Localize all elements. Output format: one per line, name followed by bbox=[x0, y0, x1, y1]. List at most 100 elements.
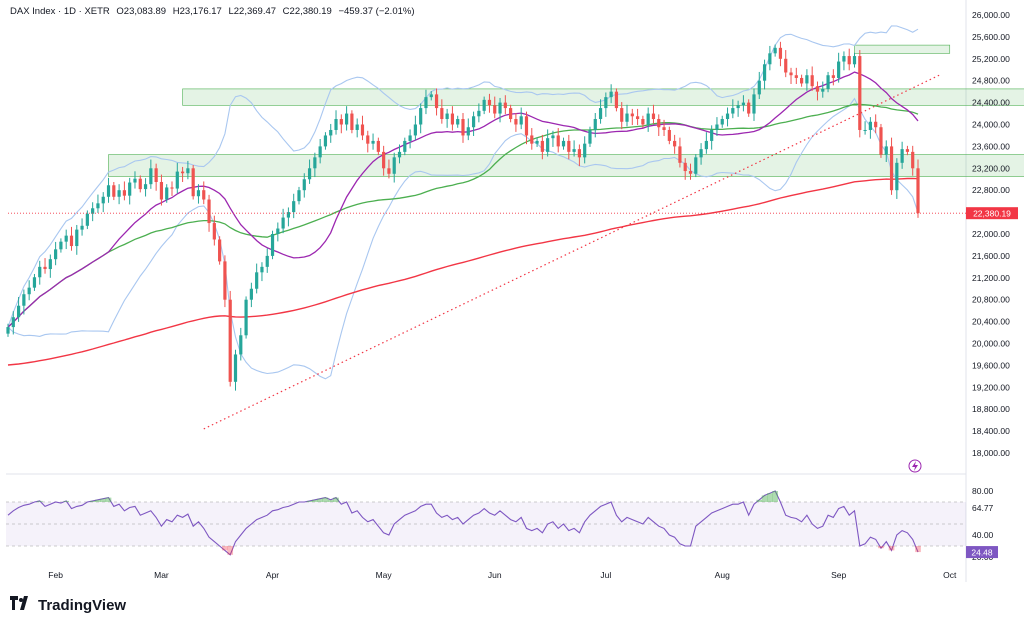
candle-body bbox=[768, 53, 772, 65]
candle-body bbox=[747, 102, 751, 114]
candle-body bbox=[487, 99, 492, 106]
candle-body bbox=[609, 91, 613, 98]
candle-body bbox=[276, 228, 280, 234]
candle-body bbox=[852, 56, 857, 65]
last-price-label: 22,380.19 bbox=[973, 209, 1011, 219]
price-tick-label: 24,400.00 bbox=[972, 98, 1010, 108]
candle-body bbox=[149, 168, 153, 185]
candle-body bbox=[794, 75, 798, 78]
candle-body bbox=[419, 108, 423, 125]
tradingview-logo-icon bbox=[10, 596, 32, 614]
rsi-tick-label: 40.00 bbox=[972, 530, 994, 540]
sma-20-line bbox=[7, 71, 919, 328]
candle-body bbox=[101, 196, 105, 204]
candle-body bbox=[535, 140, 539, 144]
rsi-tick-label: 80.00 bbox=[972, 486, 994, 496]
candle-body bbox=[233, 354, 238, 382]
candle-body bbox=[376, 140, 380, 152]
price-tick-label: 24,000.00 bbox=[972, 120, 1010, 130]
price-tick-label: 26,000.00 bbox=[972, 10, 1010, 20]
symbol-title[interactable]: DAX Index · 1D · XETR bbox=[10, 6, 110, 17]
candle-body bbox=[778, 47, 783, 59]
candle-body bbox=[366, 135, 370, 144]
candle-body bbox=[720, 119, 724, 125]
rsi-current-label: 24.48 bbox=[971, 548, 993, 558]
rsi-current-label-bg bbox=[966, 546, 998, 559]
candle-body bbox=[699, 149, 703, 158]
candle-body bbox=[270, 234, 275, 256]
candle-body bbox=[900, 149, 904, 163]
price-change: −459.37 (−2.01%) bbox=[338, 6, 415, 17]
bollinger-upper-line bbox=[7, 25, 919, 328]
price-tick-label: 18,000.00 bbox=[972, 448, 1010, 458]
candle-body bbox=[133, 178, 137, 183]
ema-200-line bbox=[7, 177, 919, 366]
candle-body bbox=[889, 146, 894, 191]
candle-body bbox=[297, 190, 301, 202]
time-tick-label: Jun bbox=[488, 570, 502, 580]
candle-body bbox=[27, 287, 31, 295]
candle-body bbox=[736, 105, 740, 109]
candle-body bbox=[59, 241, 63, 250]
candle-body bbox=[54, 249, 58, 260]
candle-body bbox=[91, 208, 95, 214]
lightning-icon-bolt bbox=[912, 461, 918, 471]
rsi-tick-label: 64.77 bbox=[972, 503, 994, 513]
candle-body bbox=[249, 288, 253, 300]
candle-body bbox=[11, 317, 15, 328]
candle-body bbox=[694, 157, 698, 174]
candle-body bbox=[598, 108, 603, 120]
candle-body bbox=[688, 171, 693, 174]
candle-body bbox=[752, 94, 756, 114]
price-tick-label: 23,200.00 bbox=[972, 163, 1010, 173]
tradingview-logo-text: TradingView bbox=[38, 596, 127, 614]
candle-body bbox=[69, 235, 74, 247]
sma-50-line bbox=[7, 103, 919, 328]
candle-body bbox=[434, 94, 439, 109]
candle-body bbox=[218, 239, 222, 262]
candle-body bbox=[223, 261, 227, 300]
candle-body bbox=[440, 108, 444, 120]
tradingview-logo[interactable]: TradingView bbox=[10, 596, 126, 614]
candle-body bbox=[800, 77, 804, 84]
candle-body bbox=[614, 91, 619, 109]
candle-body bbox=[323, 135, 328, 147]
candle-body bbox=[895, 162, 899, 191]
candle-body bbox=[498, 102, 502, 114]
candle-body bbox=[138, 178, 142, 190]
candle-body bbox=[493, 105, 497, 114]
last-price-label-bg bbox=[966, 207, 1018, 220]
candle-body bbox=[424, 97, 428, 109]
candle-body bbox=[281, 217, 285, 229]
candle-body bbox=[725, 113, 730, 120]
candle-body bbox=[360, 124, 365, 136]
candle-body bbox=[456, 119, 460, 125]
candle-body bbox=[429, 94, 433, 98]
price-tick-label: 18,800.00 bbox=[972, 404, 1010, 414]
candle-body bbox=[815, 86, 820, 92]
candle-body bbox=[403, 140, 407, 152]
candle-body bbox=[255, 272, 259, 289]
candle-body bbox=[397, 151, 402, 158]
candle-body bbox=[350, 113, 354, 130]
candle-body bbox=[128, 182, 132, 196]
candle-body bbox=[620, 108, 624, 122]
candle-body bbox=[334, 119, 338, 130]
candle-body bbox=[556, 135, 560, 147]
candle-body bbox=[207, 199, 211, 224]
candle-body bbox=[879, 127, 883, 155]
candle-body bbox=[239, 335, 243, 355]
candle-body bbox=[170, 187, 174, 189]
candle-body bbox=[313, 157, 317, 169]
price-tick-label: 18,400.00 bbox=[972, 426, 1010, 436]
candle-body bbox=[678, 146, 682, 163]
candle-body bbox=[757, 80, 761, 95]
lightning-icon[interactable] bbox=[908, 459, 922, 473]
candle-body bbox=[461, 119, 465, 136]
candle-body bbox=[191, 168, 195, 197]
candle-body bbox=[540, 140, 544, 152]
candle-body bbox=[117, 190, 121, 197]
candle-body bbox=[503, 102, 507, 109]
